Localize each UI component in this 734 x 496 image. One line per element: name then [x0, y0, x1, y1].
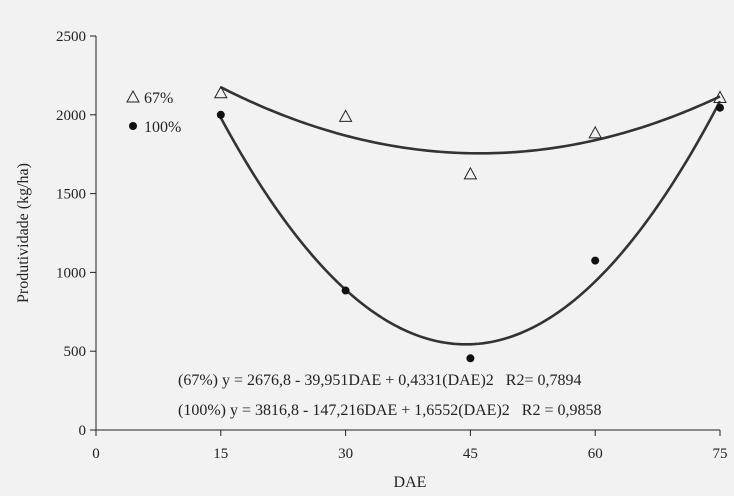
point-67: [338, 109, 353, 122]
y-tick-label: 1000: [56, 265, 86, 281]
point-67: [588, 125, 603, 139]
point-100: [341, 286, 350, 295]
ticks: 0 500 1000 1500 2000 2500 0 15 30 45 60 75: [56, 29, 728, 462]
fit-curve-67: [220, 86, 721, 155]
legend-label-67: 67%: [144, 90, 173, 107]
x-tick-label: 45: [463, 446, 478, 462]
legend-marker-67: [126, 89, 140, 103]
fit-curves: [219, 86, 722, 346]
point-100: [216, 110, 225, 119]
x-axis-title: DAE: [394, 474, 427, 491]
y-axis-title: Produtividade (kg/ha): [15, 163, 32, 303]
axes: [95, 36, 720, 431]
y-tick-label: 500: [64, 344, 87, 360]
point-67: [463, 166, 478, 180]
y-tick-label: 2500: [56, 29, 86, 45]
data-points: [213, 85, 727, 363]
x-tick-label: 30: [338, 446, 353, 462]
legend-label-100: 100%: [144, 119, 181, 136]
legend: 67% 100%: [126, 89, 181, 136]
x-tick-label: 75: [713, 446, 728, 462]
x-tick-label: 15: [213, 446, 228, 462]
y-tick-label: 1500: [56, 187, 86, 203]
point-100: [591, 256, 600, 265]
y-tick-label: 2000: [56, 108, 86, 124]
point-100: [716, 103, 724, 112]
point-100: [466, 354, 475, 363]
y-tick-label: 0: [79, 423, 87, 439]
x-tick-label: 0: [92, 446, 100, 462]
fit-curve-100: [219, 100, 722, 346]
legend-marker-100: [129, 122, 137, 130]
x-tick-label: 60: [588, 446, 603, 462]
equation-100: (100%) y = 3816,8 - 147,216DAE + 1,6552(…: [178, 402, 601, 419]
equation-67: (67%) y = 2676,8 - 39,951DAE + 0,4331(DA…: [178, 372, 581, 389]
point-67: [213, 85, 228, 99]
point-67: [713, 90, 727, 103]
